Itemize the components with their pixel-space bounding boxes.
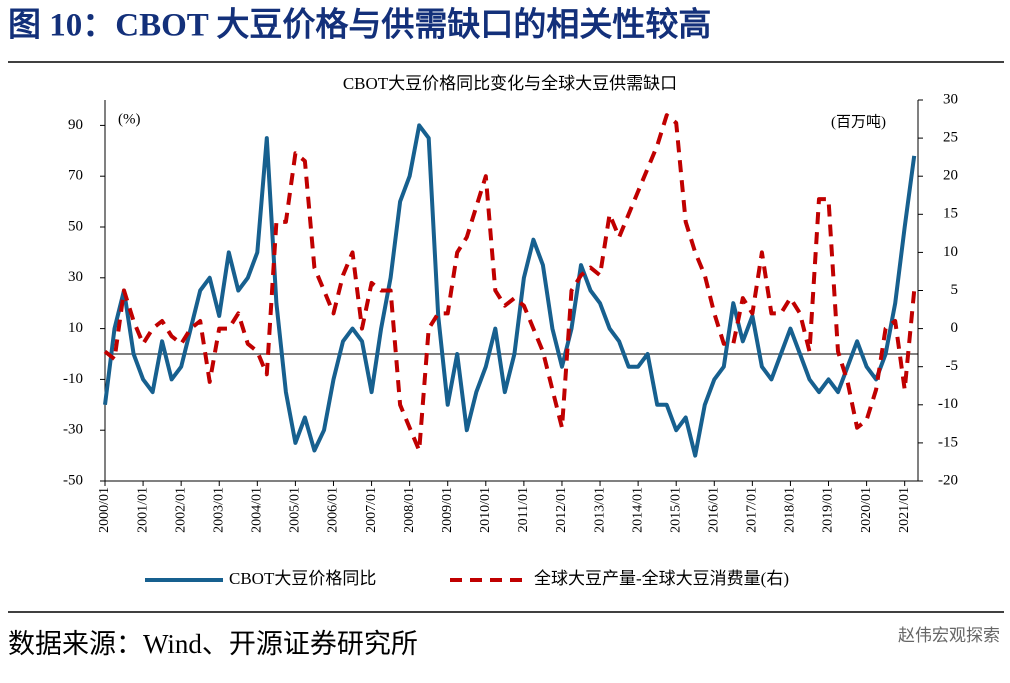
legend-label: CBOT大豆价格同比 — [229, 569, 376, 588]
y2-tick-label: -15 — [938, 434, 958, 450]
x-tick-label: 2015/01 — [668, 487, 683, 533]
y2-tick-label: 20 — [943, 168, 958, 184]
y-tick-label: -30 — [63, 422, 83, 438]
x-tick-label: 2019/01 — [821, 487, 836, 533]
y-tick-label: 50 — [68, 218, 83, 234]
figure-title: 图 10：CBOT 大豆价格与供需缺口的相关性较高 — [8, 7, 711, 44]
x-tick-label: 2020/01 — [859, 487, 874, 533]
y-tick-label: -50 — [63, 472, 83, 488]
y2-tick-label: 5 — [951, 282, 959, 298]
x-tick-label: 2011/01 — [516, 487, 531, 532]
y2-tick-label: 25 — [943, 130, 958, 146]
x-tick-label: 2013/01 — [592, 487, 607, 533]
source: 数据来源：Wind、开源证券研究所 — [8, 629, 418, 659]
x-tick-label: 2014/01 — [630, 487, 645, 533]
y-tick-label: 90 — [68, 117, 83, 133]
x-tick-label: 2007/01 — [364, 487, 379, 533]
x-tick-label: 2009/01 — [440, 487, 455, 533]
x-tick-label: 2016/01 — [706, 487, 721, 533]
x-tick-label: 2002/01 — [173, 487, 188, 533]
y2-tick-label: 15 — [943, 206, 958, 222]
y-tick-label: -10 — [63, 371, 83, 387]
x-tick-label: 2003/01 — [211, 487, 226, 533]
y-tick-label: 70 — [68, 168, 83, 184]
y2-axis-label: (百万吨) — [831, 113, 886, 130]
y-tick-label: 10 — [68, 320, 83, 336]
x-tick-label: 2001/01 — [135, 487, 150, 533]
x-tick-label: 2008/01 — [402, 487, 417, 533]
series-line — [103, 113, 917, 453]
y2-tick-label: -20 — [938, 472, 958, 488]
legend-label: 全球大豆产量-全球大豆消费量(右) — [534, 569, 789, 588]
y2-tick-label: 10 — [943, 244, 958, 260]
y2-tick-label: 30 — [943, 91, 958, 107]
x-tick-label: 2017/01 — [745, 487, 760, 533]
y-tick-label: 30 — [68, 269, 83, 285]
series-line — [103, 123, 917, 458]
y2-tick-label: -10 — [938, 396, 958, 412]
x-tick-label: 2012/01 — [554, 487, 569, 533]
x-tick-label: 2005/01 — [288, 487, 303, 533]
x-tick-label: 2006/01 — [326, 487, 341, 533]
x-tick-label: 2004/01 — [250, 487, 265, 533]
x-tick-label: 2018/01 — [783, 487, 798, 533]
x-tick-label: 2010/01 — [478, 487, 493, 533]
y-axis-label: (%) — [118, 111, 141, 127]
x-tick-label: 2000/01 — [97, 487, 112, 533]
watermark: 赵伟宏观探索 — [898, 626, 1000, 645]
x-tick-label: 2021/01 — [897, 487, 912, 533]
y2-tick-label: 0 — [951, 320, 959, 336]
y2-tick-label: -5 — [946, 358, 959, 374]
chart-title: CBOT大豆价格同比变化与全球大豆供需缺口 — [343, 74, 677, 93]
